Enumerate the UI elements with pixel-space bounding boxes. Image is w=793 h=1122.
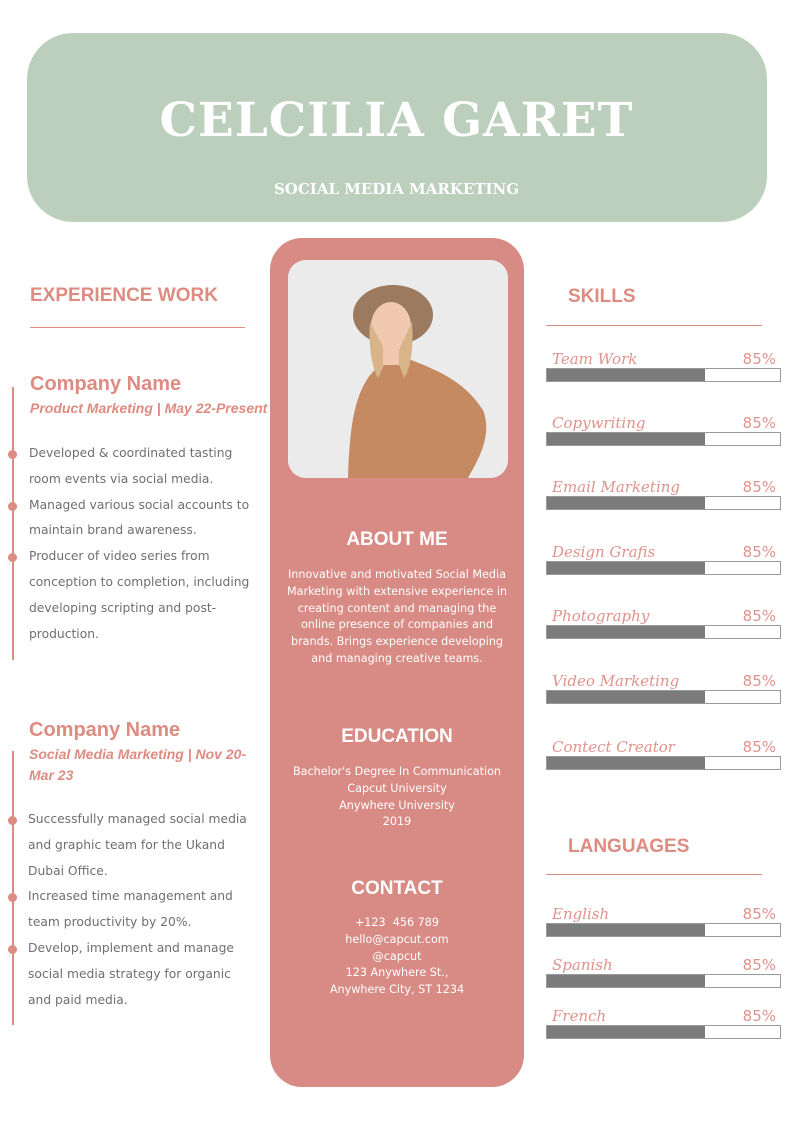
skills-percent: 85% <box>742 350 776 368</box>
bullet-text: Develop, implement and manage social med… <box>28 940 234 1007</box>
skills-label: Video Marketing <box>552 672 680 690</box>
bullet-text: Managed various social accounts to maint… <box>29 497 250 538</box>
contact-title: CONTACT <box>351 878 443 899</box>
skills-percent: 85% <box>742 607 776 625</box>
job-bullets: Successfully managed social media and gr… <box>28 807 254 1013</box>
languages-bar <box>546 923 781 937</box>
contact-city: Anywhere City, ST 1234 <box>329 983 465 997</box>
about-text: Innovative and motivated Social Media Ma… <box>286 568 508 665</box>
contact-handle: @capcut <box>372 949 422 963</box>
profile-photo <box>288 260 508 478</box>
education-line: Anywhere University <box>339 798 455 812</box>
header-banner <box>27 33 767 222</box>
languages-bar <box>546 1025 781 1039</box>
job-title: SOCIAL MEDIA MARKETING <box>273 180 520 198</box>
experience-divider <box>30 327 245 328</box>
bullet-dot <box>8 553 17 562</box>
languages-divider <box>546 874 762 875</box>
job-bullets: Developed & coordinated tasting room eve… <box>29 441 254 647</box>
skills-bar <box>546 690 781 704</box>
person-name: CELCILIA GARET <box>159 93 634 148</box>
skills-bar-fill <box>547 562 706 574</box>
skills-bar-fill <box>547 626 706 638</box>
skills-label: Copywriting <box>552 414 646 432</box>
skills-divider <box>546 325 762 326</box>
education-details: Bachelor's Degree In Communication Capcu… <box>280 764 514 831</box>
skills-label: Contect Creator <box>552 738 675 756</box>
languages-percent: 85% <box>742 956 776 974</box>
job-role: Social Media Marketing | Nov 20-Mar 23 <box>29 746 247 783</box>
bullet-text: Producer of video series from conception… <box>29 549 250 641</box>
skills-percent: 85% <box>742 672 776 690</box>
skills-bar-fill <box>547 369 706 381</box>
company-name: Company Name <box>29 719 181 741</box>
contact-email: hello@capcut.com <box>345 932 449 946</box>
skills-bar <box>546 496 781 510</box>
bullet-text: Successfully managed social media and gr… <box>28 812 247 878</box>
skills-title: SKILLS <box>568 286 636 307</box>
education-title: EDUCATION <box>341 726 453 747</box>
contact-address: 123 Anywhere St., <box>345 966 449 980</box>
languages-label: Spanish <box>552 956 613 974</box>
education-line: Capcut University <box>347 781 447 795</box>
timeline-line <box>12 751 14 1025</box>
skills-label: Email Marketing <box>552 478 681 496</box>
skills-bar <box>546 625 781 639</box>
bullet-dot <box>8 450 17 459</box>
skills-bar <box>546 368 781 382</box>
languages-bar-fill <box>547 924 706 936</box>
languages-label: French <box>552 1007 607 1025</box>
education-line: 2019 <box>382 815 412 829</box>
skills-percent: 85% <box>742 478 776 496</box>
education-line: Bachelor's Degree In Communication <box>292 765 502 778</box>
skills-bar <box>546 561 781 575</box>
skills-bar-fill <box>547 433 706 445</box>
skills-percent: 85% <box>742 738 776 756</box>
languages-percent: 85% <box>742 1007 776 1025</box>
bullet-dot <box>8 502 17 511</box>
skills-label: Team Work <box>552 350 638 368</box>
skills-label: Design Grafis <box>552 543 656 561</box>
languages-bar-fill <box>547 975 706 987</box>
bullet-text: Developed & coordinated tasting room eve… <box>29 446 233 486</box>
bullet-dot <box>8 893 17 902</box>
skills-bar-fill <box>547 691 706 703</box>
skills-label: Photography <box>552 607 650 625</box>
skills-percent: 85% <box>742 414 776 432</box>
contact-phone: +123 456 789 <box>354 916 440 929</box>
company-name: Company Name <box>30 373 182 395</box>
bullet-text: Increased time management and team produ… <box>28 889 233 930</box>
job-role: Product Marketing | May 22-Present <box>30 400 268 416</box>
languages-bar-fill <box>547 1026 706 1038</box>
timeline-line <box>12 387 14 660</box>
experience-title: EXPERIENCE WORK <box>30 285 218 306</box>
about-title: ABOUT ME <box>346 529 448 550</box>
skills-bar <box>546 756 781 770</box>
languages-label: English <box>552 905 610 923</box>
skills-bar <box>546 432 781 446</box>
skills-percent: 85% <box>742 543 776 561</box>
bullet-dot <box>8 816 17 825</box>
skills-bar-fill <box>547 757 706 769</box>
contact-details: +123 456 789 hello@capcut.com @capcut 12… <box>280 915 514 999</box>
languages-percent: 85% <box>742 905 776 923</box>
languages-title: LANGUAGES <box>568 836 690 857</box>
languages-bar <box>546 974 781 988</box>
bullet-dot <box>8 945 17 954</box>
skills-bar-fill <box>547 497 706 509</box>
